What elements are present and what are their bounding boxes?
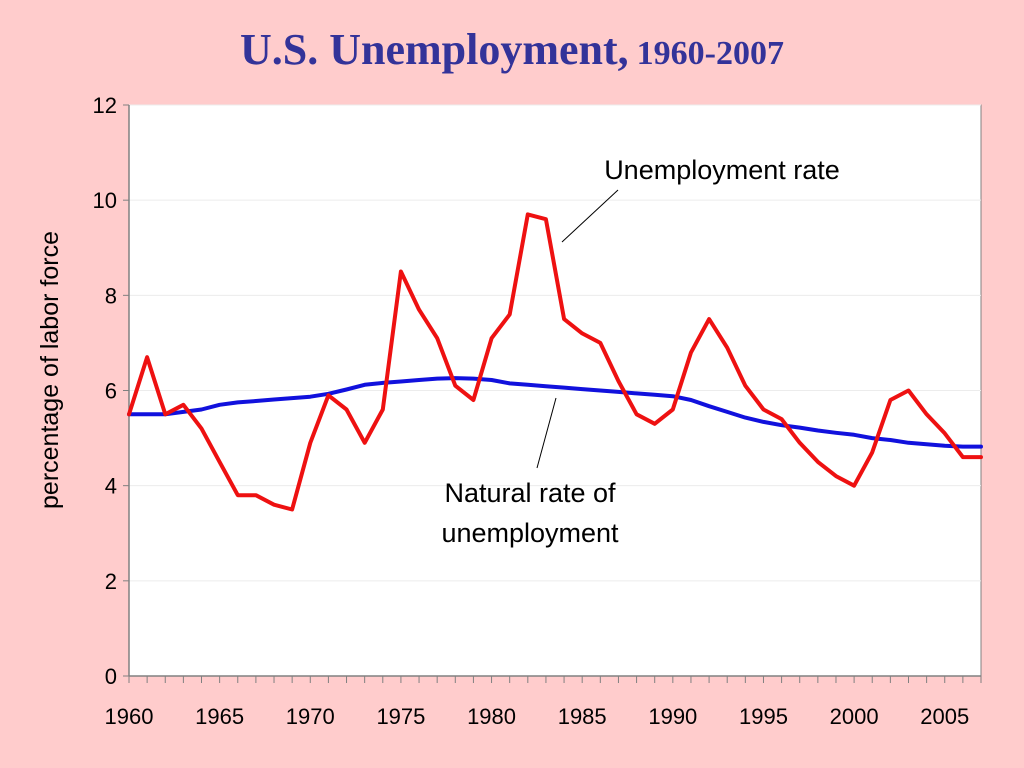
x-tick-label-1965: 1965 — [195, 704, 244, 729]
slide-title: U.S. Unemployment, 1960-2007 — [0, 28, 1024, 72]
natural-rate-of-unemployment-line — [127, 376, 983, 449]
series-lines — [127, 212, 983, 512]
x-axis-ticks: 1960 1965 1970 1975 1980 1985 1990 1995 2000 2005 — [105, 676, 982, 729]
unemployment-rate-annotation: Unemployment rate — [604, 155, 840, 185]
grid-lines — [129, 104, 981, 582]
x-tick-label-2000: 2000 — [830, 704, 879, 729]
unemployment-rate-leader-line — [561, 189, 619, 243]
y-tick-label-4: 4 — [105, 474, 117, 499]
y-tick-label-12: 12 — [93, 93, 117, 118]
y-axis-ticks: 0 2 4 6 8 10 12 — [93, 93, 129, 689]
x-tick-label-1990: 1990 — [648, 704, 697, 729]
y-axis-title: percentage of labor force — [36, 231, 64, 509]
natural-rate-annotation-line1: Natural rate of — [444, 478, 616, 508]
x-tick-label-1995: 1995 — [739, 704, 788, 729]
x-tick-label-1970: 1970 — [286, 704, 335, 729]
y-tick-label-8: 8 — [105, 283, 117, 308]
unemployment-rate-line — [127, 212, 983, 512]
y-tick-label-10: 10 — [93, 188, 117, 213]
y-tick-label-2: 2 — [105, 569, 117, 594]
x-tick-label-1985: 1985 — [558, 704, 607, 729]
title-years: 1960-2007 — [636, 35, 784, 72]
x-tick-label-1980: 1980 — [467, 704, 516, 729]
annotations: Unemployment rate Natural rate of unempl… — [441, 155, 839, 548]
natural-rate-leader-line — [536, 397, 557, 469]
x-tick-label-1960: 1960 — [105, 704, 154, 729]
y-tick-label-6: 6 — [105, 379, 117, 404]
x-tick-label-1975: 1975 — [376, 704, 425, 729]
x-tick-label-2005: 2005 — [920, 704, 969, 729]
title-main: U.S. Unemployment, — [239, 25, 629, 74]
y-tick-label-0: 0 — [105, 664, 117, 689]
natural-rate-annotation-line2: unemployment — [441, 518, 619, 548]
